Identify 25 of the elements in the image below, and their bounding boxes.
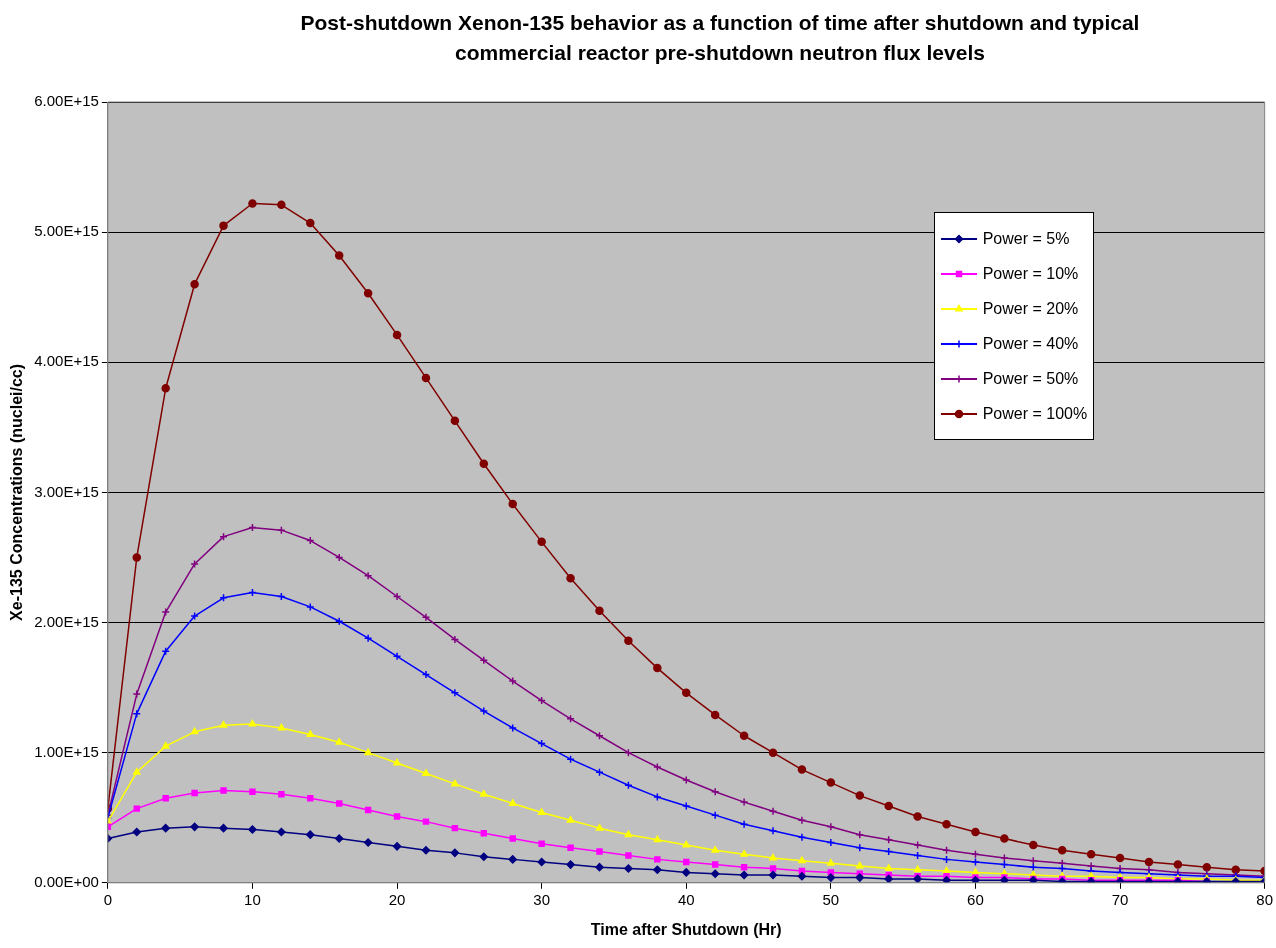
legend-label: Power = 40% (982, 334, 1079, 353)
x-tick-label: 80 (1256, 890, 1273, 908)
y-tick-label: 1.00E+15 (34, 742, 99, 760)
legend-label: Power = 10% (982, 264, 1079, 283)
y-tick-label: 6.00E+15 (34, 92, 99, 110)
x-tick-label: 40 (677, 890, 695, 908)
y-tick-label: 2.00E+15 (34, 612, 99, 630)
x-tick-label: 70 (1111, 890, 1129, 908)
x-tick-label: 20 (388, 890, 406, 908)
x-tick-label: 10 (244, 890, 261, 908)
y-tick-label: 3.00E+15 (34, 482, 99, 500)
x-axis-title: Time after Shutdown (Hr) (590, 920, 782, 938)
x-tick-label: 50 (822, 890, 840, 908)
legend-label: Power = 50% (982, 369, 1079, 388)
chart-title: Post-shutdown Xenon-135 behavior as a function of time after shutdown and typical commercial reactor pre-shutdown neutron flux levels (299, 10, 1141, 66)
legend-label: Power = 100% (982, 404, 1088, 423)
y-tick-label: 5.00E+15 (34, 222, 99, 240)
x-tick-label: 0 (103, 890, 113, 908)
legend-label: Power = 20% (982, 299, 1079, 318)
x-tick-label: 60 (967, 890, 984, 908)
legend-label: Power = 5% (982, 229, 1070, 248)
x-tick-label: 30 (533, 890, 550, 908)
y-axis-title: Xe-135 Concentrations (nuclei/cc) (8, 363, 26, 621)
y-tick-label: 4.00E+15 (34, 352, 99, 370)
y-tick-label: 0.00E+00 (34, 872, 99, 890)
